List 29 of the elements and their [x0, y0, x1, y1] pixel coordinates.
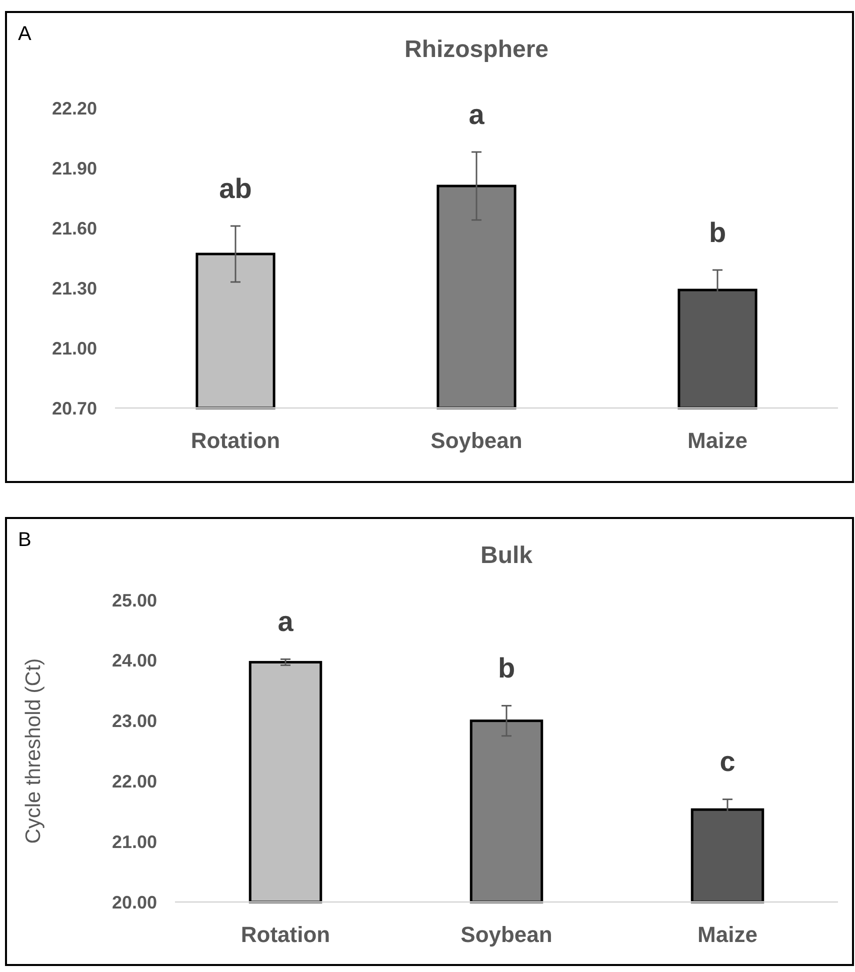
y-tick-label: 25.00	[112, 590, 157, 610]
x-tick-label: Soybean	[460, 922, 552, 947]
y-tick-label: 22.00	[112, 772, 157, 792]
y-tick-label: 21.00	[52, 338, 97, 358]
chart-title: Rhizosphere	[404, 36, 549, 63]
x-tick-label: Maize	[698, 922, 758, 947]
chart-title: Bulk	[480, 542, 534, 569]
y-tick-label: 20.00	[112, 892, 157, 912]
x-tick-label: Soybean	[430, 428, 522, 453]
x-tick-label: Rotation	[240, 922, 330, 947]
y-tick-label: 21.00	[112, 832, 157, 852]
annotation: a	[468, 98, 485, 130]
annotation: b	[708, 216, 726, 248]
text: A	[18, 23, 32, 45]
text: B	[18, 529, 32, 551]
annotation: a	[278, 606, 294, 637]
y-tick-label: 24.00	[112, 650, 157, 671]
y-tick-label: 22.20	[52, 98, 97, 118]
y-axis-title: Cycle threshold (Ct)	[22, 658, 45, 844]
y-tick-label: 23.00	[112, 711, 157, 732]
x-tick-label: Rotation	[190, 428, 280, 453]
annotation: c	[720, 746, 736, 778]
y-tick-label: 21.60	[52, 218, 97, 238]
annotation: b	[498, 652, 516, 684]
y-tick-label: 21.30	[52, 278, 97, 298]
y-tick-label: 20.70	[52, 398, 97, 418]
x-tick-label: Maize	[688, 428, 748, 453]
annotation: ab	[219, 172, 252, 204]
y-tick-label: 21.90	[52, 158, 97, 178]
